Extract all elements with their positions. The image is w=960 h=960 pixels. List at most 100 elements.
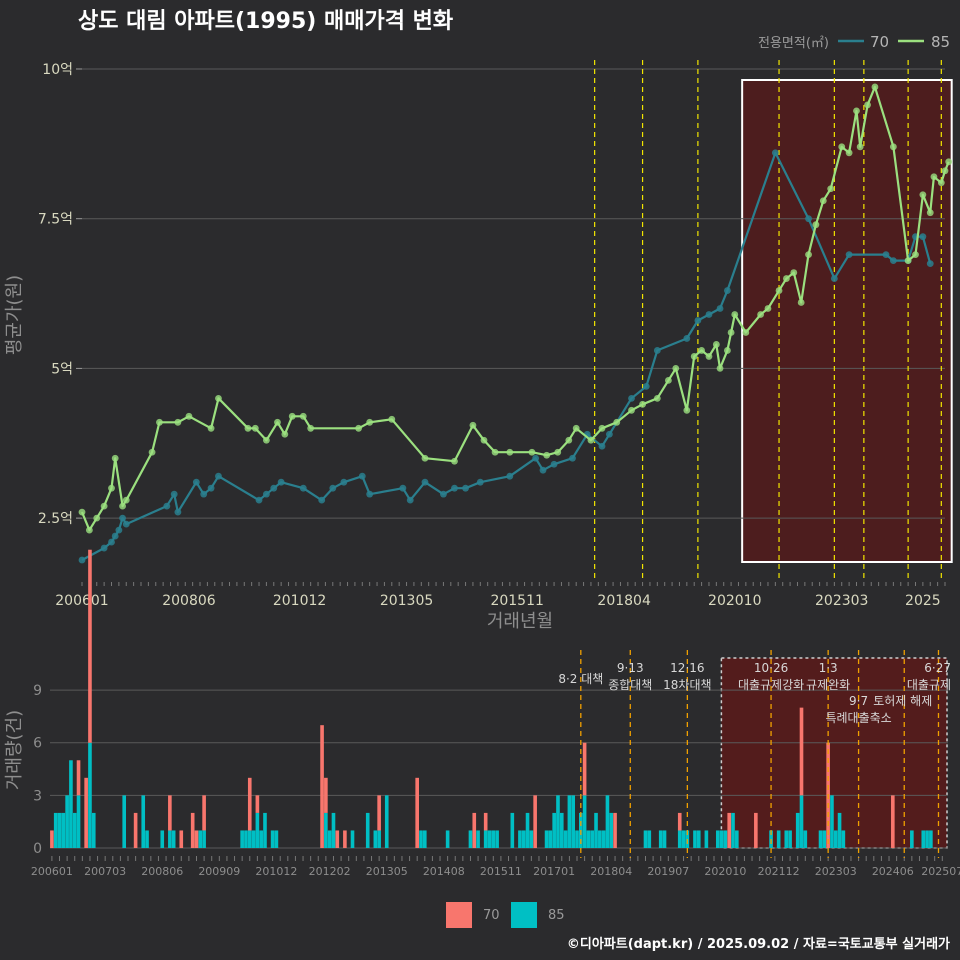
series-85-point bbox=[421, 454, 429, 462]
volume-bar-85 bbox=[69, 760, 73, 848]
volume-legend-label-85: 85 bbox=[548, 908, 565, 923]
series-70-point bbox=[192, 478, 200, 486]
volume-bar-85 bbox=[586, 830, 591, 848]
series-85-point bbox=[451, 457, 458, 465]
price-y-tick-label: 5억 bbox=[51, 361, 73, 377]
series-85-point bbox=[307, 424, 315, 432]
series-85-point bbox=[712, 341, 720, 348]
series-70-point bbox=[318, 496, 326, 504]
volume-bar-85 bbox=[198, 830, 203, 848]
volume-bar-70 bbox=[76, 760, 81, 796]
series-70-point bbox=[421, 478, 429, 486]
volume-bar-85 bbox=[529, 830, 534, 848]
series-85-point bbox=[587, 436, 595, 444]
volume-bar-85 bbox=[833, 830, 838, 848]
series-70-point bbox=[399, 484, 407, 492]
series-70-point bbox=[882, 251, 890, 259]
series-70-point bbox=[532, 454, 540, 462]
price-y-axis-title: 평균가(원) bbox=[4, 275, 25, 355]
series-85-point bbox=[613, 418, 621, 426]
series-85-point bbox=[148, 448, 156, 456]
series-85-point bbox=[244, 424, 252, 432]
volume-legend: 70 85 bbox=[446, 902, 565, 928]
volume-bar-85 bbox=[145, 830, 149, 848]
volume-x-tick-label: 200703 bbox=[84, 865, 126, 878]
volume-bar-70 bbox=[324, 777, 328, 813]
series-70-point bbox=[119, 514, 126, 522]
series-85-point bbox=[156, 418, 163, 426]
price-x-tick-label: 201012 bbox=[273, 593, 326, 609]
volume-bar-85 bbox=[483, 830, 488, 848]
volume-bar-85 bbox=[552, 812, 556, 848]
price-x-tick-label: 202010 bbox=[708, 593, 761, 609]
series-70-point bbox=[653, 347, 661, 354]
volume-x-tick-label: 201305 bbox=[366, 865, 408, 878]
volume-bar-85 bbox=[605, 795, 610, 848]
series-85-point bbox=[945, 158, 953, 166]
series-70-point bbox=[122, 520, 130, 528]
volume-bar-85 bbox=[377, 830, 381, 848]
volume-bar-85 bbox=[510, 812, 515, 848]
volume-bar-70 bbox=[613, 812, 617, 848]
volume-bar-85 bbox=[693, 830, 697, 848]
volume-bar-70 bbox=[377, 795, 381, 831]
volume-bar-70 bbox=[677, 812, 682, 831]
series-85-point bbox=[672, 365, 680, 372]
volume-bar-85 bbox=[331, 812, 336, 848]
price-chart: 2.5억 5억 7.5억 10억 200601 200806 201012 201305 201… bbox=[38, 60, 953, 609]
volume-bar-85 bbox=[384, 795, 389, 848]
volume-bar-85 bbox=[643, 830, 648, 848]
series-85-point bbox=[941, 167, 949, 175]
series-85-point bbox=[215, 394, 222, 402]
volume-x-tick-label: 202010 bbox=[704, 865, 746, 878]
series-70-point bbox=[539, 466, 547, 474]
series-85-point bbox=[724, 347, 731, 354]
series-85-point bbox=[864, 101, 871, 109]
volume-bar-85 bbox=[255, 812, 260, 848]
volume-bar-85 bbox=[168, 830, 172, 848]
volume-x-tick-label: 200601 bbox=[31, 865, 73, 878]
volume-bar-85 bbox=[274, 830, 279, 848]
footer-credit: ©디아파트(dapt.kr) / 2025.09.02 / 자료=국토교통부 실… bbox=[567, 936, 950, 952]
volume-bar-85 bbox=[141, 795, 146, 848]
policy-annotation-label: 대출규제강화 bbox=[738, 678, 804, 692]
series-70-point bbox=[605, 430, 613, 438]
volume-bar-85 bbox=[601, 830, 606, 848]
volume-bar-85 bbox=[803, 830, 808, 848]
series-70-point bbox=[926, 260, 934, 268]
series-70-point bbox=[111, 532, 119, 540]
policy-annotation-label: 10·26 bbox=[754, 661, 788, 675]
price-x-axis-title: 거래년월 bbox=[487, 611, 553, 632]
series-70-point bbox=[440, 490, 447, 498]
volume-bar-70 bbox=[247, 777, 252, 831]
series-70-point bbox=[451, 484, 458, 492]
volume-bar-85 bbox=[776, 830, 781, 848]
volume-bar-70 bbox=[320, 725, 324, 848]
series-85-point bbox=[639, 400, 646, 408]
volume-bar-85 bbox=[171, 830, 176, 848]
volume-bar-85 bbox=[373, 830, 378, 848]
price-y-tick-label: 7.5억 bbox=[38, 212, 73, 228]
series-85-point bbox=[528, 448, 536, 456]
volume-x-tick-label: 200806 bbox=[141, 865, 183, 878]
series-70-point bbox=[215, 472, 222, 480]
series-85-point bbox=[775, 287, 783, 294]
policy-annotation-label: 9·13 bbox=[617, 661, 644, 675]
volume-bar-70 bbox=[582, 742, 587, 796]
volume-bar-70 bbox=[472, 812, 477, 848]
volume-bar-85 bbox=[263, 812, 267, 848]
volume-x-tick-label: 200909 bbox=[198, 865, 240, 878]
volume-bar-70 bbox=[799, 707, 804, 796]
policy-annotation-label: 특례대출축소 bbox=[825, 711, 891, 725]
volume-bar-85 bbox=[647, 830, 652, 848]
series-85-point bbox=[355, 424, 363, 432]
series-85-point bbox=[764, 305, 772, 312]
series-70-point bbox=[170, 490, 178, 498]
volume-bar-85 bbox=[270, 830, 275, 848]
series-85-point bbox=[565, 436, 573, 444]
volume-bar-85 bbox=[594, 812, 598, 848]
volume-bar-85 bbox=[122, 795, 127, 848]
volume-bar-70 bbox=[84, 777, 88, 848]
volume-bar-85 bbox=[518, 830, 522, 848]
volume-bar-85 bbox=[53, 812, 58, 848]
